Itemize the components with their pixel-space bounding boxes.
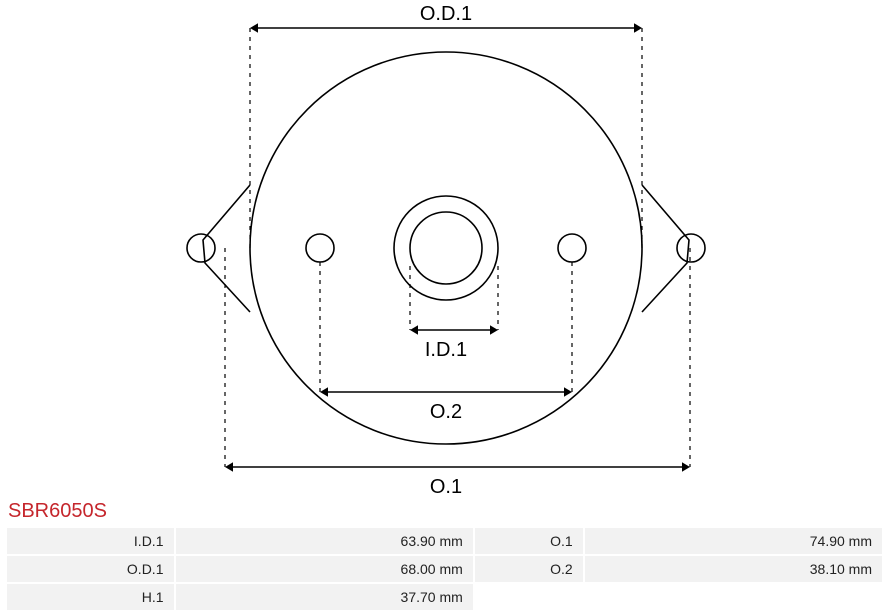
svg-text:O.2: O.2 (430, 401, 462, 423)
cell-label: I.D.1 (7, 528, 174, 554)
dimensions-table: I.D.1 63.90 mm O.1 74.90 mm O.D.1 68.00 … (5, 526, 884, 612)
cell-label: O.1 (475, 528, 583, 554)
page-root: O.D.1I.D.1O.2O.1 SBR6050S I.D.1 63.90 mm… (0, 0, 889, 607)
svg-text:O.1: O.1 (430, 476, 462, 498)
drawing-svg: O.D.1 I.D.1 O.2 O.1 (0, 0, 889, 500)
table-row: O.D.1 68.00 mm O.2 38.10 mm (7, 556, 882, 582)
cell-value: 68.00 mm (176, 556, 473, 582)
cell-value: 38.10 mm (585, 556, 882, 582)
cell-label: O.2 (475, 556, 583, 582)
part-number-label: SBR6050S (8, 500, 107, 523)
cell-label: H.1 (7, 584, 174, 610)
cell-empty (475, 584, 583, 610)
table-row: H.1 37.70 mm (7, 584, 882, 610)
svg-text:I.D.1: I.D.1 (425, 339, 467, 361)
svg-text:O.D.1: O.D.1 (420, 3, 472, 25)
cell-value: 63.90 mm (176, 528, 473, 554)
table-row: I.D.1 63.90 mm O.1 74.90 mm (7, 528, 882, 554)
cell-empty (585, 584, 882, 610)
technical-drawing: O.D.1 I.D.1 O.2 O.1 (0, 0, 889, 500)
cell-value: 37.70 mm (176, 584, 473, 610)
cell-label: O.D.1 (7, 556, 174, 582)
cell-value: 74.90 mm (585, 528, 882, 554)
